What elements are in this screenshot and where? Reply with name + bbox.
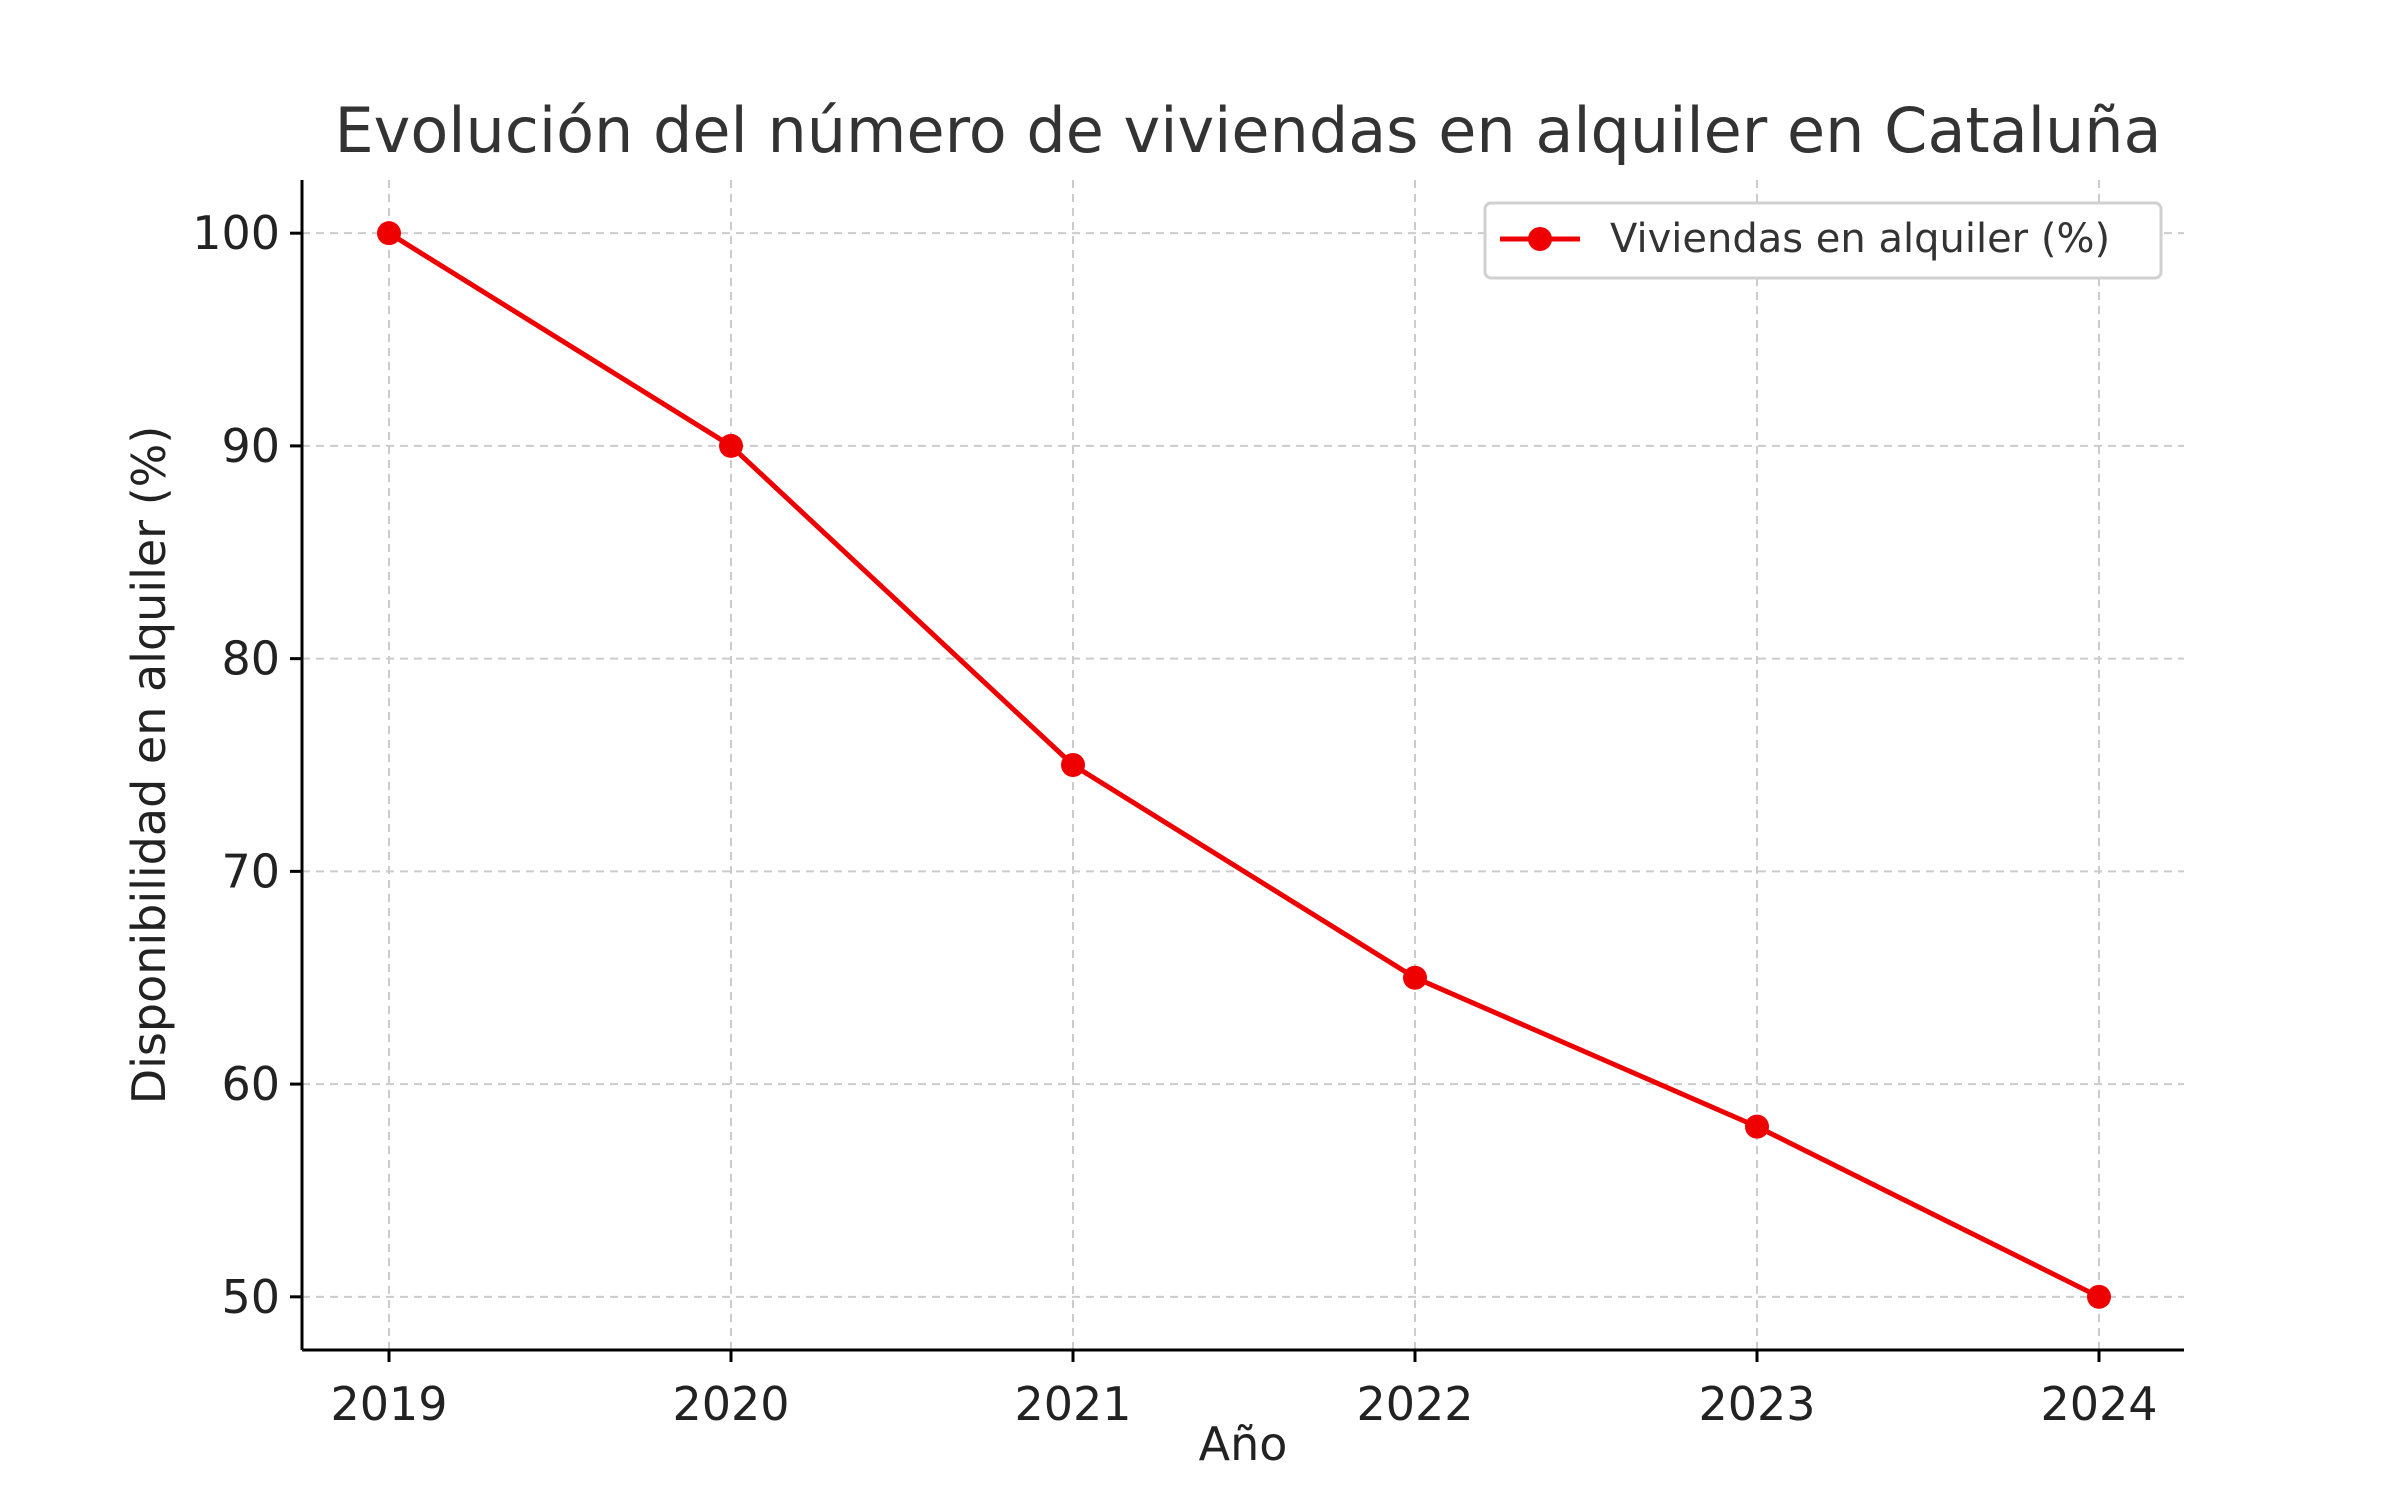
x-tick-label: 2024	[2040, 1377, 2157, 1431]
y-axis-ticks: 50 60 70 80 90 100	[192, 206, 302, 1324]
x-tick-label: 2021	[1014, 1377, 1131, 1431]
data-point	[1403, 965, 1427, 990]
data-point	[2087, 1284, 2111, 1309]
data-point	[377, 221, 401, 246]
series-line	[387, 231, 2101, 1300]
x-axis-label: Año	[1199, 1417, 1288, 1471]
y-axis-label: Disponibilidad en alquiler (%)	[122, 426, 176, 1105]
chart-title: Evolución del número de viviendas en alq…	[334, 94, 2161, 167]
data-point	[719, 433, 743, 458]
series	[377, 221, 2111, 1309]
legend-box	[1483, 201, 2163, 280]
x-tick-label: 2019	[330, 1377, 447, 1431]
x-axis-ticks: 2019 2020 2021 2022 2023 2024	[330, 1350, 2158, 1431]
y-tick-label: 50	[221, 1270, 280, 1324]
y-tick-label: 70	[221, 844, 280, 898]
y-tick-label: 60	[221, 1057, 280, 1111]
data-point	[1061, 753, 1085, 777]
legend-point-marker	[1528, 227, 1552, 251]
x-tick-label: 2020	[672, 1377, 789, 1431]
axes	[300, 180, 2184, 1352]
x-tick-label: 2023	[1698, 1377, 1815, 1431]
y-tick-label: 90	[221, 419, 280, 473]
y-tick-label: 100	[192, 206, 280, 260]
legend: Viviendas en alquiler (%)	[1483, 201, 2163, 280]
data-point	[1745, 1114, 1769, 1139]
legend-label: Viviendas en alquiler (%)	[1610, 216, 2110, 262]
y-tick-label: 80	[221, 632, 280, 686]
x-tick-label: 2022	[1356, 1377, 1473, 1431]
